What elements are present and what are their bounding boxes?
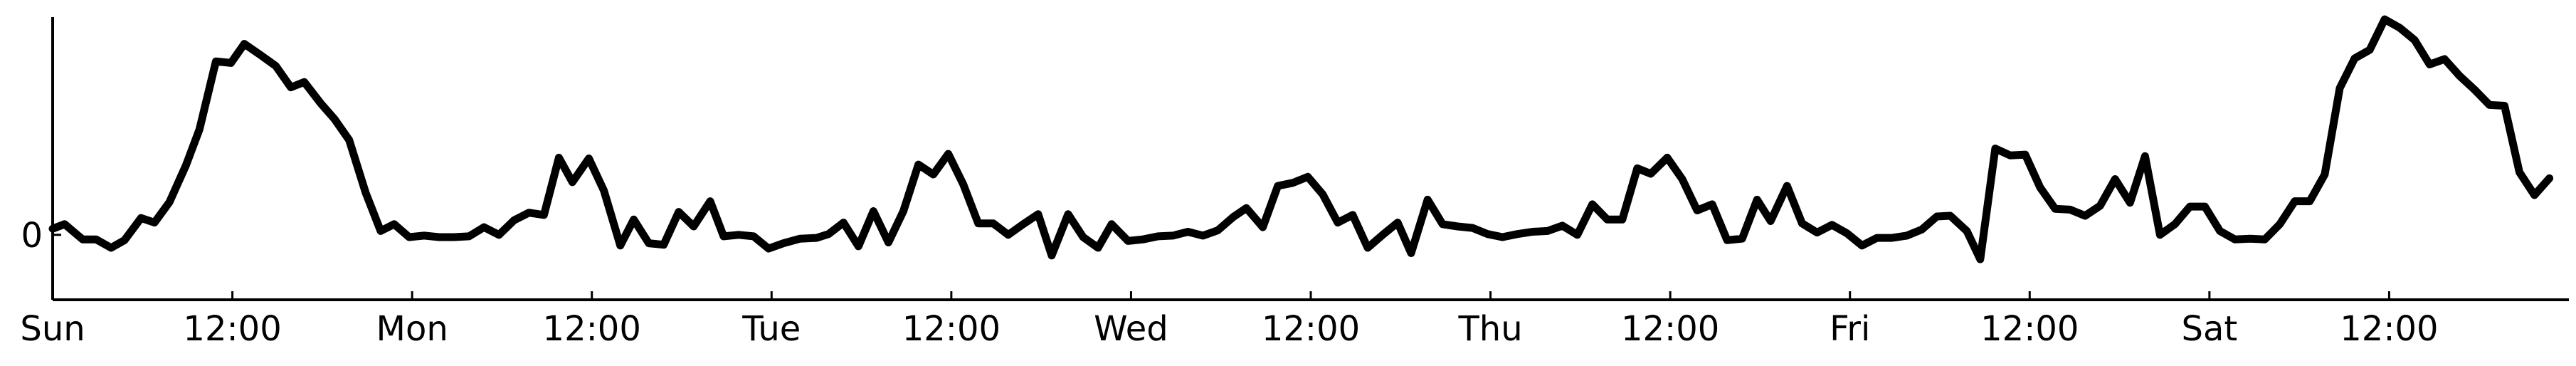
x-tick-label: Sun: [20, 309, 85, 349]
y-tick-group: 0: [21, 216, 61, 256]
y-tick-label: 0: [21, 216, 43, 256]
x-tick-group: Sun 12:00 Mon 12:00 Tue 12:00 Wed 12:00 Thu 12:00…: [20, 291, 2439, 349]
axes: [51, 17, 2569, 301]
x-tick-label: 12:00: [1980, 309, 2079, 349]
x-tick-label: Mon: [376, 309, 448, 349]
x-tick-label: Fri: [1830, 309, 1870, 349]
x-tick-label: 12:00: [543, 309, 641, 349]
x-tick-label: 12:00: [2340, 309, 2438, 349]
x-tick-label: Wed: [1094, 309, 1168, 349]
series-group: [48, 15, 2554, 263]
x-tick-label: Sat: [2182, 309, 2238, 349]
x-tick-label: Thu: [1457, 309, 1522, 349]
series-line: [48, 15, 2554, 263]
x-tick-label: 12:00: [1262, 309, 1360, 349]
x-tick-label: Tue: [741, 309, 801, 349]
x-tick-label: 12:00: [1621, 309, 1719, 349]
x-tick-label: 12:00: [183, 309, 281, 349]
x-tick-label: 12:00: [902, 309, 1001, 349]
